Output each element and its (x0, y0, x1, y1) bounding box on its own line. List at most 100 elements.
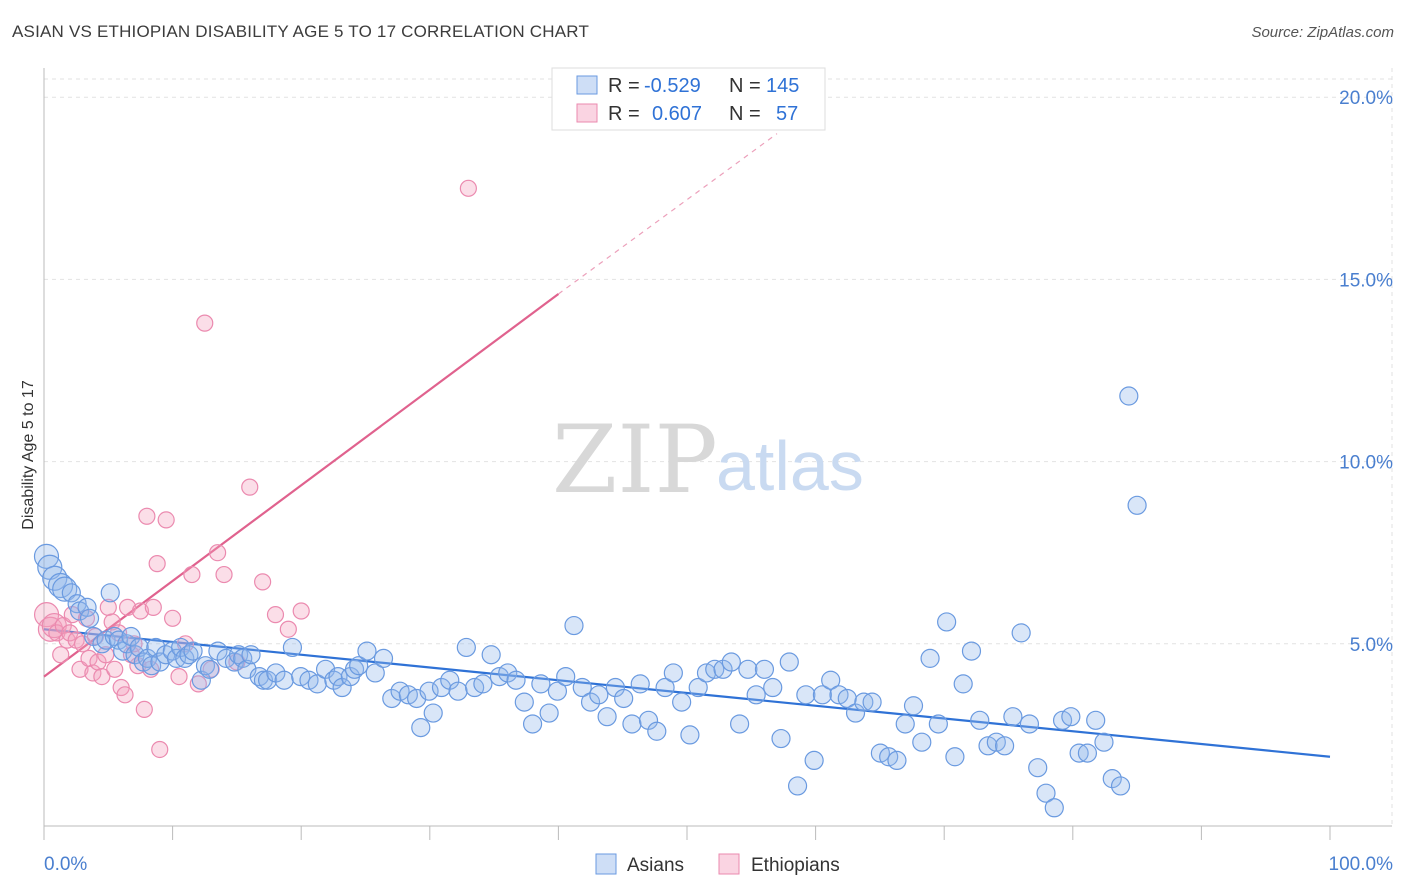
asian-point (730, 714, 750, 734)
y-tick-label: 10.0% (1339, 453, 1393, 474)
asian-point (1127, 495, 1147, 515)
asian-point (945, 747, 965, 767)
ethiopian-point (196, 314, 214, 332)
legend-bottom-ethiopian-swatch (718, 853, 740, 875)
asian-point (514, 692, 534, 712)
legend-bottom-ethiopian-label: Ethiopians (751, 855, 840, 876)
legend-ethiopian-r-value: 0.607 (652, 103, 702, 125)
asian-point (796, 685, 816, 705)
asian-point (456, 637, 476, 658)
asian-point (754, 659, 775, 679)
asian-point (146, 637, 166, 658)
asian-point (79, 608, 100, 628)
ethiopian-point (183, 565, 201, 584)
asian-point (647, 721, 667, 741)
asian-points (33, 386, 1147, 818)
asian-point (1028, 758, 1048, 778)
asian-point (912, 732, 932, 752)
asian-point (556, 666, 576, 687)
asian-point (771, 728, 791, 749)
legend-series: Asians Ethiopians (595, 853, 840, 876)
ethiopian-point (106, 660, 124, 678)
asian-point (937, 612, 957, 632)
ethiopian-point (459, 179, 477, 197)
asian-point (672, 692, 692, 712)
asian-point (837, 688, 857, 709)
ethiopian-point (164, 609, 182, 627)
legend-ethiopian-swatch (576, 103, 598, 123)
asian-point (763, 677, 783, 698)
ethiopian-point (97, 646, 115, 664)
asian-point (349, 656, 369, 676)
asian-point (564, 615, 584, 636)
ethiopian-point (135, 700, 153, 718)
asian-point (655, 677, 675, 698)
asian-point (903, 696, 924, 716)
asian-point (1003, 707, 1023, 727)
asian-point (887, 750, 907, 771)
ethiopian-point (103, 613, 121, 631)
x-tick-label-max: 100.0% (1329, 854, 1394, 875)
asian-point (614, 688, 634, 709)
ethiopian-point (170, 667, 188, 686)
asian-point (779, 652, 799, 672)
asian-point (166, 648, 187, 668)
asian-point (531, 674, 551, 694)
asian-point (547, 681, 568, 701)
asian-point (787, 776, 808, 796)
gridlines (44, 68, 1393, 826)
asian-point (630, 674, 650, 694)
ethiopian-point (215, 565, 233, 584)
asian-point (1110, 776, 1131, 796)
legend-bottom-asian-swatch (595, 853, 617, 875)
asian-point (1077, 743, 1098, 763)
asian-point (1086, 710, 1106, 730)
ethiopian-point (189, 675, 207, 693)
asian-point (663, 663, 683, 683)
legend-asian-n-value: 145 (766, 75, 799, 97)
source-note: Source: ZipAtlas.com (1251, 24, 1394, 41)
ethiopian-point (279, 620, 297, 638)
legend-stats: R = -0.529 N = 145 R = 0.607 N = 57 (551, 67, 826, 131)
ethiopian-point (241, 478, 259, 496)
y-tick-labels: 5.0% 10.0% 15.0% 20.0% (1339, 88, 1393, 656)
asian-point (1069, 743, 1089, 763)
x-tick-label-min: 0.0% (44, 854, 87, 875)
asian-point (411, 718, 431, 738)
asian-point (33, 543, 60, 569)
asian-point (539, 703, 559, 723)
ethiopian-point (144, 598, 162, 616)
y-tick-label: 5.0% (1350, 635, 1393, 656)
asian-point (705, 659, 725, 679)
legend-ethiopian-n-label: N = (729, 103, 761, 125)
asian-point (481, 645, 501, 665)
legend-bottom-asian-label: Asians (627, 855, 684, 876)
asian-point (407, 688, 427, 709)
asian-point (821, 670, 841, 690)
asian-point (862, 692, 882, 712)
asian-point (373, 648, 394, 668)
ethiopian-point (151, 740, 169, 759)
asian-point (589, 685, 609, 705)
asian-point (52, 576, 78, 602)
chart-title: ASIAN VS ETHIOPIAN DISABILITY AGE 5 TO 1… (12, 22, 590, 41)
ethiopian-point (266, 606, 285, 624)
y-tick-label: 20.0% (1339, 88, 1393, 109)
asian-point (953, 674, 973, 694)
asian-point (307, 674, 327, 694)
asian-point (961, 641, 982, 661)
asian-point (928, 714, 948, 734)
asian-point (1019, 714, 1040, 734)
asian-point (100, 583, 120, 603)
asian-point (448, 681, 468, 701)
asian-point (572, 677, 592, 698)
asian-point (253, 670, 274, 690)
asian-point (61, 583, 81, 603)
ethiopian-point (93, 667, 111, 686)
ethiopian-point (116, 686, 134, 704)
asian-point (1044, 798, 1064, 818)
ethiopian-point (52, 646, 70, 664)
asian-point (680, 725, 700, 745)
asian-point (241, 645, 261, 665)
asian-point (282, 637, 303, 658)
